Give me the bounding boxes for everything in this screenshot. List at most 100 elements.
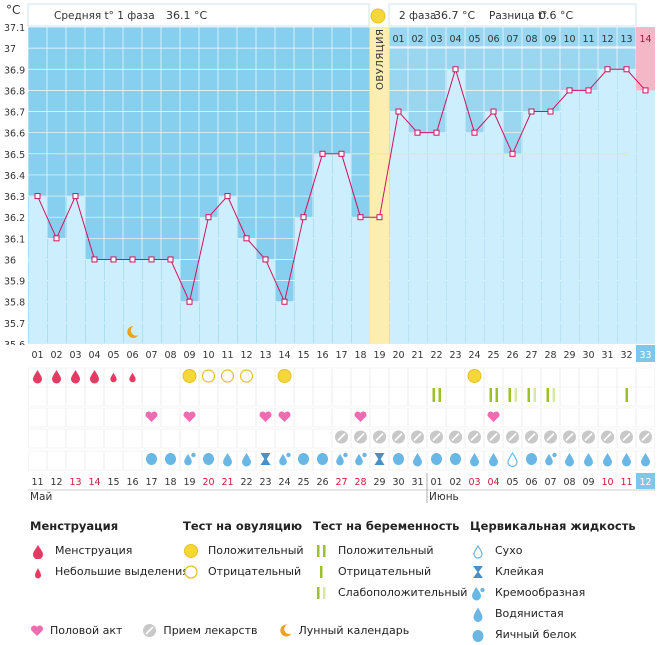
temperature-point[interactable]	[509, 150, 516, 157]
temperature-point[interactable]	[642, 87, 649, 94]
y-tick-label: 36.2	[4, 213, 25, 224]
temp-bar	[485, 111, 503, 345]
temperature-point[interactable]	[167, 256, 174, 263]
one-bar-icon	[313, 564, 331, 580]
menstruation-drop	[90, 370, 99, 384]
creamy-dot	[552, 452, 557, 458]
temperature-point[interactable]	[585, 87, 592, 94]
egg-white-icon	[431, 453, 442, 465]
post-ovulation-day-label: 09	[544, 34, 556, 45]
temperature-point[interactable]	[205, 214, 212, 221]
temperature-point[interactable]	[91, 256, 98, 263]
temp-bar	[428, 132, 446, 344]
temperature-point[interactable]	[338, 150, 345, 157]
watery-drop-icon	[641, 453, 650, 467]
cycle-day-label: 16	[316, 350, 328, 361]
symbol-cell	[503, 367, 522, 388]
temperature-point[interactable]	[148, 256, 155, 263]
symbol-cell	[370, 386, 389, 407]
temperature-point[interactable]	[566, 87, 573, 94]
symbol-cell	[446, 386, 465, 407]
temperature-point[interactable]	[53, 235, 60, 242]
temperature-point[interactable]	[528, 108, 535, 115]
symbol-cell	[104, 428, 123, 449]
symbol-cell	[313, 367, 332, 388]
temperature-point[interactable]	[547, 108, 554, 115]
post-ovulation-day-label: 13	[620, 34, 632, 45]
symbol-cell	[503, 386, 522, 407]
y-tick-label: 37	[4, 44, 16, 55]
legend-creamy: Кремообразная	[495, 586, 586, 599]
temp-bar	[143, 259, 161, 344]
symbol-cell	[85, 386, 104, 407]
date-label: 19	[183, 477, 195, 488]
bottom-legend: Половой акт Прием лекарств Лунный календ…	[30, 623, 429, 638]
date-label: 29	[373, 477, 385, 488]
temp-bar	[124, 259, 142, 344]
temperature-point[interactable]	[452, 66, 459, 73]
date-label: 27	[335, 477, 347, 488]
pregnancy-test-bar	[625, 388, 628, 402]
symbol-cell	[408, 407, 427, 428]
temp-bar	[561, 90, 579, 345]
pill-icon	[143, 624, 157, 637]
date-label: 11	[31, 477, 43, 488]
temperature-point[interactable]	[414, 129, 421, 136]
temperature-point[interactable]	[281, 298, 288, 305]
temperature-point[interactable]	[34, 193, 41, 200]
temperature-point[interactable]	[395, 108, 402, 115]
temperature-point[interactable]	[129, 256, 136, 263]
medication-pill-stripe	[375, 432, 384, 442]
y-tick-label: 36.6	[4, 129, 25, 140]
date-label: 12	[639, 477, 651, 488]
temperature-point[interactable]	[357, 214, 364, 221]
temperature-point[interactable]	[604, 66, 611, 73]
cycle-day-label: 21	[411, 350, 423, 361]
sticky-hourglass-icon	[260, 453, 271, 465]
symbol-cell	[199, 386, 218, 407]
symbol-cell	[446, 367, 465, 388]
creamy-dot	[286, 452, 291, 458]
temperature-point[interactable]	[623, 66, 630, 73]
ovulation-sun-icon	[370, 8, 386, 24]
temperature-point[interactable]	[471, 129, 478, 136]
temperature-point[interactable]	[376, 214, 383, 221]
y-tick-label: 36.7	[4, 108, 25, 119]
temperature-point[interactable]	[110, 256, 117, 263]
temperature-point[interactable]	[186, 298, 193, 305]
temperature-point[interactable]	[224, 193, 231, 200]
y-tick-label: 36.3	[4, 192, 25, 203]
creamy-drop-icon	[470, 585, 488, 601]
symbol-cell	[66, 450, 85, 471]
temperature-point[interactable]	[300, 214, 307, 221]
legend-pregnancy-negative: Отрицательный	[338, 565, 432, 578]
egg-white-drop-icon	[470, 627, 488, 643]
symbol-cell	[313, 386, 332, 407]
temperature-point[interactable]	[319, 150, 326, 157]
ovulation-test-positive-icon	[467, 369, 482, 383]
temperature-point[interactable]	[72, 193, 79, 200]
symbol-cell	[199, 407, 218, 428]
pregnancy-test-bar	[533, 388, 536, 402]
temperature-point[interactable]	[243, 235, 250, 242]
heart-icon	[30, 625, 44, 636]
temperature-point[interactable]	[262, 256, 269, 263]
cycle-day-label: 26	[506, 350, 518, 361]
temperature-point[interactable]	[490, 108, 497, 115]
date-label: 21	[221, 477, 233, 488]
creamy-dot	[343, 452, 348, 458]
symbol-cell	[503, 407, 522, 428]
temperature-point[interactable]	[433, 129, 440, 136]
date-label: 08	[563, 477, 575, 488]
legend-ovulation-negative: Отрицательный	[208, 565, 302, 578]
temp-bar	[599, 69, 617, 345]
egg-white-icon	[146, 453, 157, 465]
legend-ovulation-test: Тест на овуляцию Положительный Отрицател…	[183, 519, 304, 582]
symbol-cell	[560, 386, 579, 407]
spotting-drop	[110, 372, 117, 383]
legend-pregnancy-weak: Слабоположительный	[338, 586, 468, 599]
watery-drop-icon	[603, 453, 612, 467]
symbol-cell	[389, 386, 408, 407]
symbol-cell	[408, 386, 427, 407]
temp-bar	[276, 301, 294, 344]
